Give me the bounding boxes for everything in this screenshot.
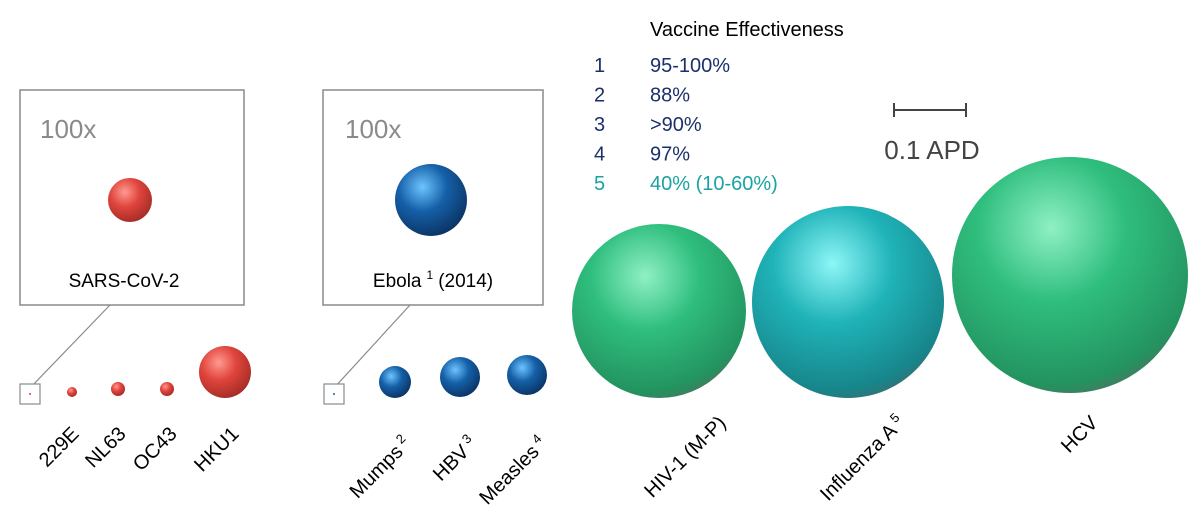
virus-measles-particle [507, 355, 547, 395]
virus-hbv-particle [440, 357, 480, 397]
virus-mumps-label: Mumps2 [344, 431, 416, 503]
virus-influenza-a-label: Influenza A5 [814, 410, 910, 506]
legend-title: Vaccine Effectiveness [650, 19, 844, 41]
sars-inset: 100x SARS-CoV-2 [19, 89, 245, 405]
virus-229e-particle [67, 387, 77, 397]
scale-bar: 0.1 APD [884, 103, 980, 165]
legend-row-number: 3 [594, 114, 605, 136]
ebola-zoom-label: 100x [345, 114, 401, 144]
virus-oc43-label: OC43 [129, 423, 182, 476]
virus-mumps-particle [379, 366, 411, 398]
virus-hcv-label: HCV [1057, 412, 1103, 458]
sars-zoom-leader [29, 304, 111, 389]
legend-rows: 1 95-100% 2 88% 3 >90% 4 97% 5 40% (10-60%) [594, 55, 778, 195]
virus-hiv-1-particle [572, 224, 746, 398]
sars-tiny-particle [29, 393, 31, 395]
legend-row-value: 40% (10-60%) [650, 173, 778, 195]
ebola-tiny-particle [333, 393, 335, 395]
virus-measles-label: Measles4 [473, 431, 551, 509]
legend-row-number: 4 [594, 144, 605, 166]
ebola-particle [395, 164, 467, 236]
virus-hku1-label: HKU1 [190, 423, 243, 476]
virus-hku1-particle [199, 346, 251, 398]
sars-zoom-label: 100x [40, 114, 96, 144]
virus-hbv-label: HBV3 [427, 431, 482, 486]
vaccinated-row: Mumps2 HBV3 Measles4 [344, 355, 551, 509]
ebola-inset-label: Ebola 1 (2014) [373, 268, 493, 292]
legend-row-value: >90% [650, 114, 702, 136]
legend-row-number: 5 [594, 173, 605, 195]
virus-nl63-particle [111, 382, 125, 396]
legend-row-value: 95-100% [650, 55, 730, 77]
legend-row-value: 97% [650, 144, 690, 166]
virus-oc43-particle [160, 382, 174, 396]
large-virus-row: HIV-1 (M-P) Influenza A5 HCV [572, 157, 1188, 505]
scale-bar-label: 0.1 APD [884, 135, 979, 165]
sars-cov-2-particle [108, 178, 152, 222]
virus-influenza-a-particle [752, 206, 944, 398]
legend-row-number: 1 [594, 55, 605, 77]
legend-row-number: 2 [594, 85, 605, 107]
virus-229e-label: 229E [35, 423, 84, 472]
vaccine-effectiveness-legend: Vaccine Effectiveness 1 95-100% 2 88% 3 >90% 4… [594, 19, 844, 195]
ebola-inset: 100x Ebola 1 (2014) [322, 89, 544, 405]
coronavirus-row: 229E NL63 OC43 HKU1 [35, 346, 251, 476]
virus-hcv-particle [952, 157, 1188, 393]
virus-nl63-label: NL63 [81, 423, 130, 472]
virus-hiv-1-label: HIV-1 (M-P) [640, 412, 730, 502]
legend-row-value: 88% [650, 85, 690, 107]
sars-inset-label: SARS-CoV-2 [69, 271, 180, 292]
ebola-zoom-leader [333, 304, 411, 389]
